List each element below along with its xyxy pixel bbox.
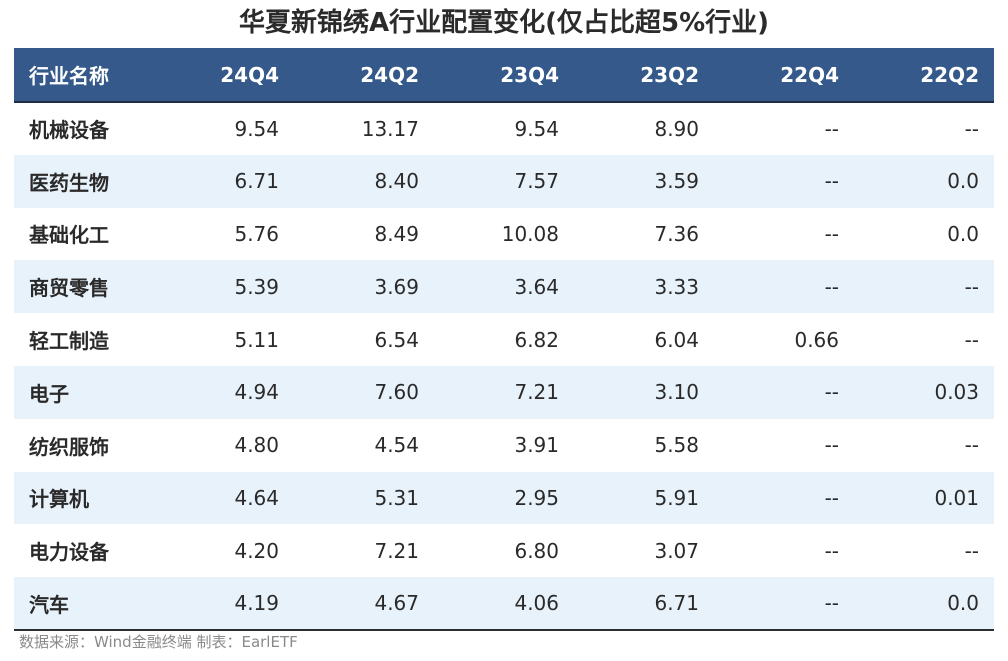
value-cell: 6.82 (514, 327, 559, 352)
value-cell: 3.07 (654, 538, 699, 563)
value-cell: 5.58 (654, 433, 699, 458)
value-cell: -- (824, 485, 839, 510)
value-cell: 8.40 (374, 169, 419, 194)
value-cell: 7.60 (374, 380, 419, 405)
table-header-row: 行业名称 24Q4 24Q2 23Q4 23Q2 22Q4 22Q2 (14, 48, 994, 103)
value-cell: 9.54 (234, 116, 279, 141)
industry-name-cell: 汽车 (14, 577, 154, 631)
table-row: 电力设备 4.20 7.21 6.80 3.07 -- -- (14, 524, 994, 578)
value-cell: 0.03 (934, 380, 979, 405)
column-header-22q4: 22Q4 (714, 48, 854, 103)
value-cell: 6.80 (514, 538, 559, 563)
industry-allocation-table: 行业名称 24Q4 24Q2 23Q4 23Q2 22Q4 22Q2 机械设备 … (14, 48, 994, 631)
column-header-23q2: 23Q2 (574, 48, 714, 103)
value-cell: 8.90 (654, 116, 699, 141)
value-cell: 0.0 (854, 577, 994, 631)
value-cell: -- (964, 433, 979, 458)
value-cell: 7.21 (374, 538, 419, 563)
value-cell: -- (824, 538, 839, 563)
value-cell: 6.54 (374, 327, 419, 352)
industry-name-cell: 纺织服饰 (29, 434, 109, 459)
value-cell: 7.21 (514, 380, 559, 405)
value-cell: 6.04 (654, 327, 699, 352)
value-cell: 4.06 (434, 577, 574, 631)
column-header-23q4: 23Q4 (434, 48, 574, 103)
value-cell: 4.67 (294, 577, 434, 631)
value-cell: 0.66 (794, 327, 839, 352)
table-row: 基础化工 5.76 8.49 10.08 7.36 -- 0.0 (14, 207, 994, 261)
value-cell: 4.19 (154, 577, 294, 631)
value-cell: 9.54 (514, 116, 559, 141)
column-header-24q4: 24Q4 (154, 48, 294, 103)
value-cell: 3.64 (514, 274, 559, 299)
value-cell: 4.80 (234, 433, 279, 458)
value-cell: 4.20 (234, 538, 279, 563)
value-cell: 4.64 (234, 485, 279, 510)
value-cell: -- (824, 380, 839, 405)
industry-name-cell: 计算机 (29, 487, 89, 512)
value-cell: 0.01 (934, 485, 979, 510)
value-cell: 13.17 (361, 116, 419, 141)
value-cell: -- (964, 327, 979, 352)
column-header-industry: 行业名称 (14, 48, 154, 103)
value-cell: -- (824, 221, 839, 246)
table-row: 机械设备 9.54 13.17 9.54 8.90 -- -- (14, 102, 994, 155)
value-cell: 3.33 (654, 274, 699, 299)
value-cell: 4.94 (234, 380, 279, 405)
value-cell: -- (714, 577, 854, 631)
table-row: 商贸零售 5.39 3.69 3.64 3.33 -- -- (14, 260, 994, 314)
table-row: 汽车 4.19 4.67 4.06 6.71 -- 0.0 (14, 577, 994, 631)
value-cell: 5.31 (374, 485, 419, 510)
value-cell: 5.11 (234, 327, 279, 352)
value-cell: 10.08 (501, 221, 559, 246)
value-cell: -- (964, 274, 979, 299)
value-cell: 3.91 (514, 433, 559, 458)
value-cell: 3.10 (654, 380, 699, 405)
industry-name-cell: 基础化工 (29, 223, 109, 248)
source-note: 数据来源：Wind金融终端 制表：EarlETF (19, 633, 298, 651)
table-row: 轻工制造 5.11 6.54 6.82 6.04 0.66 -- (14, 313, 994, 366)
value-cell: -- (824, 274, 839, 299)
industry-name-cell: 电力设备 (29, 540, 109, 565)
table-row: 纺织服饰 4.80 4.54 3.91 5.58 -- -- (14, 418, 994, 472)
value-cell: 7.57 (514, 169, 559, 194)
value-cell: -- (824, 116, 839, 141)
industry-name-cell: 电子 (29, 381, 69, 406)
table-row: 计算机 4.64 5.31 2.95 5.91 -- 0.01 (14, 471, 994, 525)
value-cell: 0.0 (947, 221, 979, 246)
table-title: 华夏新锦绣A行业配置变化(仅占比超5%行业) (238, 8, 770, 38)
value-cell: 7.36 (654, 221, 699, 246)
column-header-22q2: 22Q2 (854, 48, 994, 103)
value-cell: 0.0 (947, 169, 979, 194)
value-cell: 6.71 (574, 577, 714, 631)
table-row: 医药生物 6.71 8.40 7.57 3.59 -- 0.0 (14, 154, 994, 208)
industry-name-cell: 轻工制造 (29, 329, 109, 354)
industry-name-cell: 机械设备 (29, 118, 109, 143)
value-cell: 4.54 (374, 433, 419, 458)
column-header-24q2: 24Q2 (294, 48, 434, 103)
value-cell: 5.91 (654, 485, 699, 510)
value-cell: 8.49 (374, 221, 419, 246)
value-cell: -- (824, 169, 839, 194)
table-row: 电子 4.94 7.60 7.21 3.10 -- 0.03 (14, 365, 994, 419)
value-cell: 6.71 (234, 169, 279, 194)
value-cell: 3.69 (374, 274, 419, 299)
value-cell: -- (964, 538, 979, 563)
industry-name-cell: 商贸零售 (29, 276, 109, 301)
value-cell: 5.76 (234, 221, 279, 246)
value-cell: -- (964, 116, 979, 141)
value-cell: 2.95 (514, 485, 559, 510)
industry-name-cell: 医药生物 (29, 170, 109, 195)
value-cell: 5.39 (234, 274, 279, 299)
value-cell: -- (824, 433, 839, 458)
value-cell: 3.59 (654, 169, 699, 194)
